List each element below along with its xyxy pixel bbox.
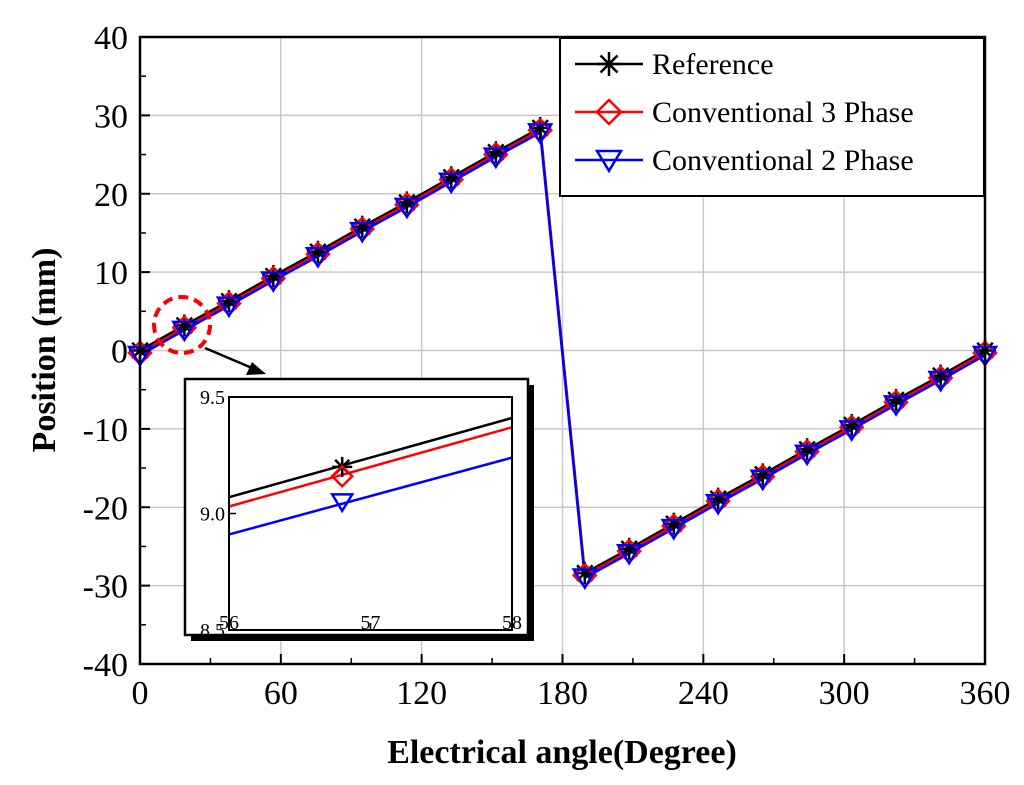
inset-line-conventional-3-phase (228, 426, 513, 508)
inset-y-tick-label: 8.5 (200, 620, 225, 642)
y-tick-label: -30 (83, 569, 128, 606)
data-point-conventional-2-phase (838, 420, 865, 442)
inset-y-tick-label: 9.0 (200, 504, 225, 526)
x-axis-title: Electrical angle(Degree) (387, 734, 737, 771)
data-point-conventional-2-phase (660, 518, 687, 541)
data-point-conventional-2-phase (615, 543, 643, 566)
data-point-conventional-2-phase (927, 370, 954, 393)
inset-x-tick-label: 56 (219, 612, 239, 634)
inset-point-conventional-3-phase (330, 464, 354, 488)
data-point-conventional-2-phase (171, 320, 198, 343)
y-axis-title: Position (mm) (26, 248, 63, 453)
legend-marker-conventional-2-phase (594, 149, 624, 174)
y-tick-label: 40 (94, 20, 128, 57)
data-point-conventional-2-phase (526, 123, 554, 145)
data-point-conventional-2-phase (882, 395, 910, 417)
inset-point-conventional-2-phase (329, 493, 355, 514)
zoom-highlight-circle (152, 295, 212, 355)
data-point-conventional-2-phase (571, 568, 599, 591)
x-tick-label: 60 (264, 675, 298, 712)
inset-line-reference (228, 416, 513, 499)
inset-line-conventional-2-phase (228, 456, 513, 536)
data-point-conventional-2-phase (349, 221, 376, 244)
data-point-conventional-2-phase (749, 469, 776, 492)
y-tick-label: 10 (94, 255, 128, 292)
inset-ticks: 56 57 58 9.5 9.0 8.5 (200, 387, 522, 642)
y-tick-label: -20 (83, 490, 128, 527)
inset-x-tick-label: 57 (361, 612, 381, 634)
x-tick-label: 180 (537, 675, 588, 712)
legend-marker-reference (597, 52, 621, 76)
y-tick-label: 0 (111, 334, 128, 371)
y-tick-label: 30 (94, 98, 128, 135)
data-point-conventional-2-phase (793, 444, 821, 467)
data-point-conventional-2-phase (704, 493, 732, 516)
x-tick-label: 240 (678, 675, 729, 712)
data-point-conventional-2-phase (304, 246, 332, 269)
x-tick-label: 300 (819, 675, 870, 712)
x-tick-label: 360 (960, 675, 1011, 712)
zoom-arrow-line (204, 346, 253, 370)
axis-ticks: 0 60 120 180 240 300 360 40 30 20 10 0 -10 -20 -30 -40 (83, 20, 1011, 712)
data-point-conventional-2-phase (393, 197, 421, 220)
data-point-conventional-2-phase (215, 296, 243, 319)
legend-symbol-conventional-3-phase (595, 98, 623, 126)
inset-lines (228, 416, 513, 536)
legend-item-conventional-2-phase: Conventional 2 Phase (575, 144, 914, 177)
legend-symbol-reference (597, 52, 621, 76)
legend-label-conventional-2-phase: Conventional 2 Phase (652, 144, 914, 177)
legend: Reference Conventional 3 Phase Conventio… (559, 37, 985, 197)
y-tick-label: -10 (83, 412, 128, 449)
inset-x-tick-label: 58 (502, 612, 522, 634)
series-markers (126, 116, 999, 591)
x-tick-label: 120 (396, 675, 447, 712)
legend-item-conventional-3-phase: Conventional 3 Phase (575, 96, 914, 129)
data-point-conventional-2-phase (438, 172, 465, 195)
data-point-conventional-2-phase (260, 271, 287, 294)
legend-symbol-conventional-2-phase (594, 149, 624, 174)
inset-zoom-chart: 56 57 58 9.5 9.0 8.5 (183, 377, 534, 642)
legend-label-conventional-3-phase: Conventional 3 Phase (652, 96, 914, 129)
legend-label-reference: Reference (652, 48, 774, 81)
inset-y-tick-label: 9.5 (200, 387, 225, 409)
legend-item-reference: Reference (575, 48, 774, 81)
legend-marker-conventional-3-phase (595, 98, 623, 126)
data-point-conventional-2-phase (482, 147, 510, 170)
y-tick-label: -40 (83, 647, 128, 684)
inset-background (183, 377, 530, 637)
y-tick-label: 20 (94, 177, 128, 214)
zoom-arrow-head (246, 362, 266, 375)
x-tick-label: 0 (132, 675, 149, 712)
